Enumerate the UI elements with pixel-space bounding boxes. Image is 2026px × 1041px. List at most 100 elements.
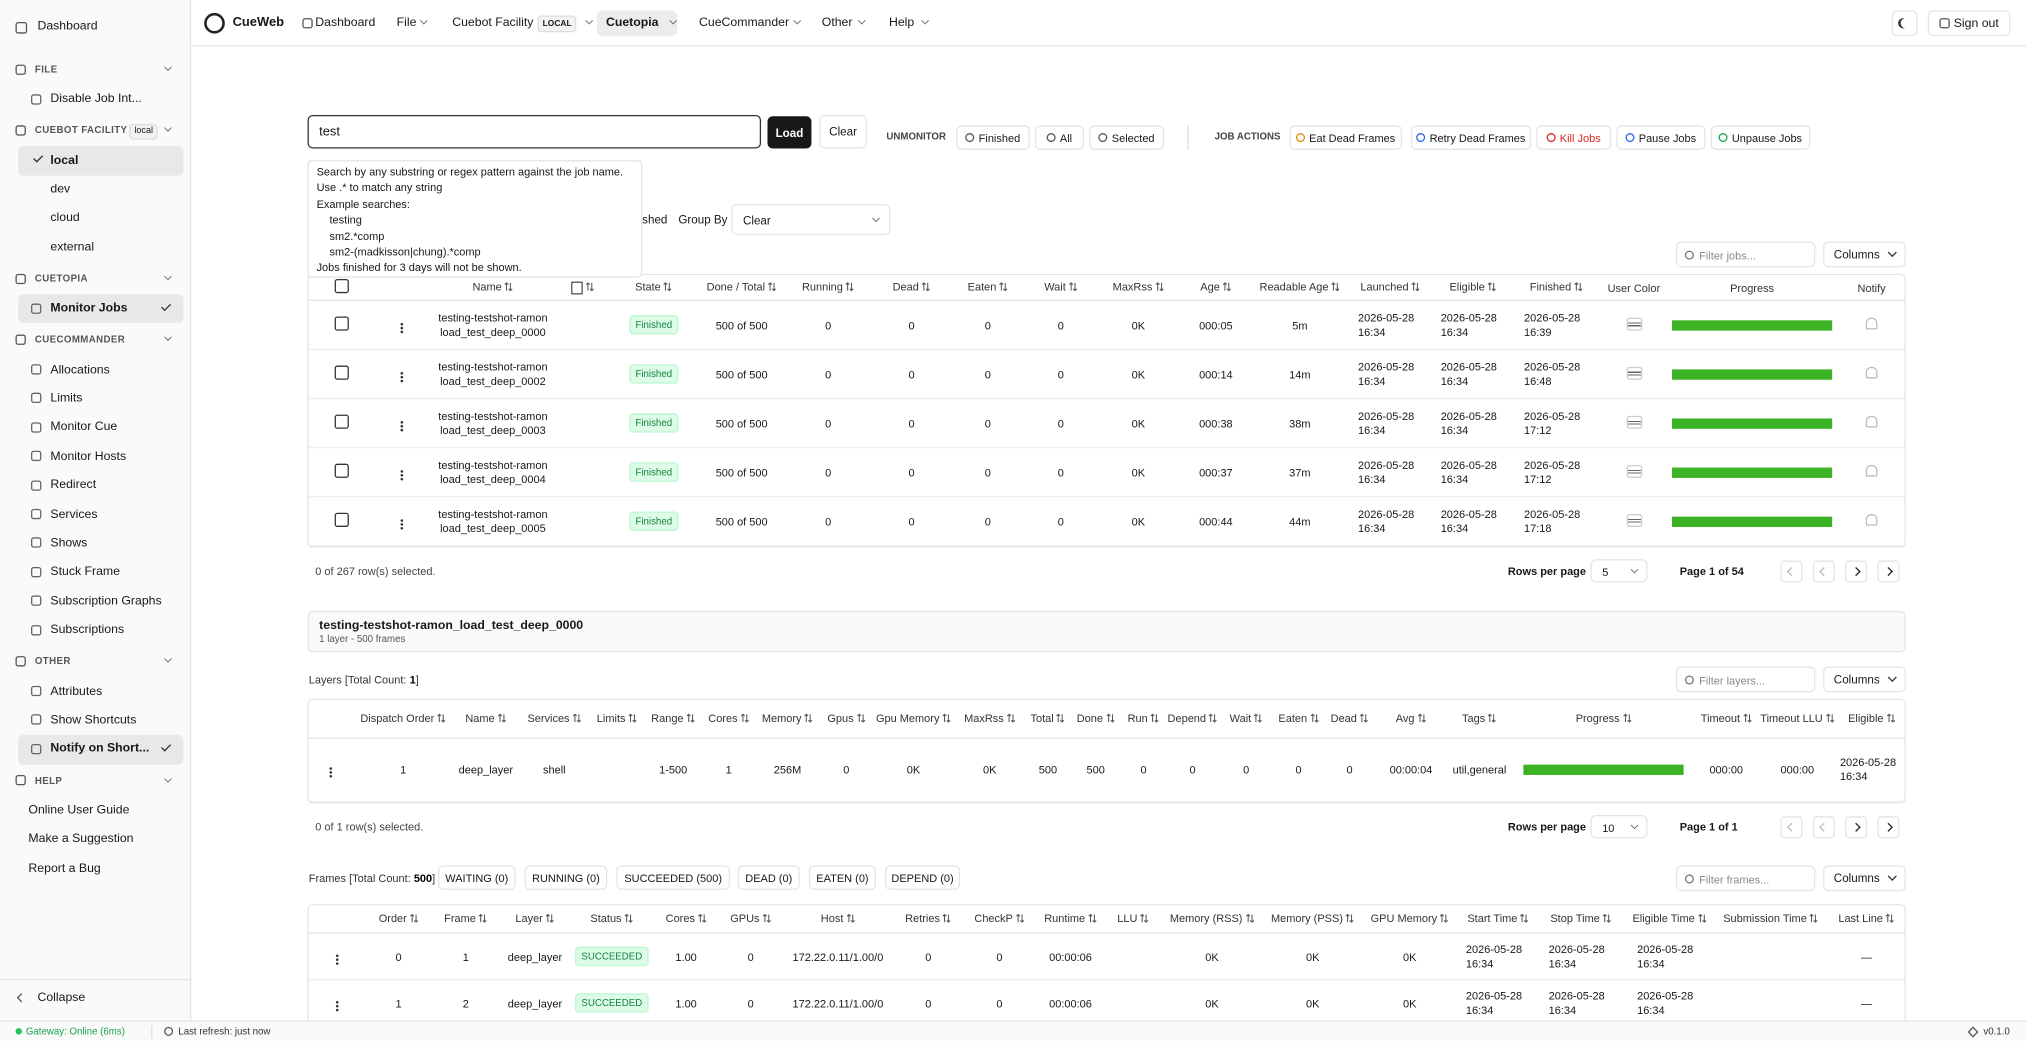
sidebar-item[interactable]: dev bbox=[18, 175, 183, 204]
job-action-button[interactable]: Retry Dead Frames bbox=[1410, 125, 1532, 150]
user-color[interactable] bbox=[1626, 317, 1642, 331]
user-color[interactable] bbox=[1626, 513, 1642, 527]
sidebar-item[interactable]: Redirect bbox=[18, 471, 183, 500]
table-cell: — bbox=[1826, 996, 1905, 1009]
row-menu[interactable] bbox=[335, 1004, 339, 1007]
row-checkbox[interactable] bbox=[334, 316, 349, 331]
columns-button[interactable]: Columns bbox=[1823, 865, 1906, 892]
row-menu[interactable] bbox=[400, 424, 404, 427]
rows-per-page-select[interactable]: 5 bbox=[1590, 559, 1648, 583]
unmonitor-button[interactable]: Finished bbox=[956, 125, 1030, 150]
user-color[interactable] bbox=[1626, 366, 1642, 380]
job-action-button[interactable]: Kill Jobs bbox=[1536, 125, 1612, 150]
cell-text: 0 bbox=[908, 416, 915, 430]
user-color[interactable] bbox=[1626, 415, 1642, 429]
sidebar-item[interactable]: Make a Suggestion bbox=[18, 825, 183, 854]
nav-link[interactable]: Dashboard bbox=[315, 15, 376, 30]
notify-bell[interactable] bbox=[1865, 366, 1878, 379]
pagination-button[interactable] bbox=[1812, 560, 1835, 583]
sidebar-item[interactable]: Notify on Short... bbox=[18, 735, 184, 765]
frame-state-filter[interactable]: DEPEND (0) bbox=[885, 865, 961, 890]
sidebar-item[interactable]: Monitor Hosts bbox=[18, 442, 183, 471]
nav-link[interactable]: File bbox=[396, 15, 417, 30]
row-checkbox[interactable] bbox=[334, 463, 349, 478]
filter-input[interactable]: Filter frames... bbox=[1675, 865, 1816, 892]
pagination-button[interactable] bbox=[1845, 816, 1868, 839]
table-cell: 000:05 bbox=[1180, 318, 1252, 331]
pagination-button[interactable] bbox=[1877, 816, 1900, 839]
theme-toggle[interactable] bbox=[1891, 10, 1918, 37]
filter-input[interactable]: Filter jobs... bbox=[1675, 241, 1816, 268]
nav-link[interactable]: Cuebot Facility bbox=[452, 15, 534, 30]
header-cell: Depend bbox=[1167, 712, 1219, 726]
table-cell: 0 bbox=[820, 763, 872, 776]
sidebar-item[interactable]: Shows bbox=[18, 529, 183, 558]
pagination-button[interactable] bbox=[1780, 816, 1803, 839]
row-menu[interactable] bbox=[400, 375, 404, 378]
row-menu[interactable] bbox=[400, 473, 404, 476]
filter-input[interactable]: Filter layers... bbox=[1675, 666, 1816, 693]
pagination-button[interactable] bbox=[1877, 560, 1900, 583]
sidebar-item[interactable]: Subscription Graphs bbox=[18, 587, 183, 616]
sidebar-item[interactable]: Services bbox=[18, 500, 183, 529]
sidebar-item[interactable]: cloud bbox=[18, 204, 183, 233]
sidebar-item[interactable]: external bbox=[18, 233, 183, 262]
user-color[interactable] bbox=[1626, 464, 1642, 478]
load-button[interactable]: Load bbox=[767, 116, 812, 149]
nav-link[interactable]: Cuetopia bbox=[605, 15, 659, 30]
sidebar-item[interactable]: local bbox=[18, 146, 184, 176]
notify-bell[interactable] bbox=[1865, 317, 1878, 330]
button-label: Pause Jobs bbox=[1638, 131, 1697, 145]
sign-out[interactable]: Sign out bbox=[1927, 10, 2011, 37]
show-finished-label: shed bbox=[642, 213, 668, 227]
pagination-button[interactable] bbox=[1845, 560, 1868, 583]
search-input[interactable]: test bbox=[307, 114, 762, 149]
frame-state-filter[interactable]: WAITING (0) bbox=[438, 865, 516, 890]
sidebar-item[interactable]: Monitor Jobs bbox=[18, 294, 184, 324]
row-checkbox[interactable] bbox=[334, 414, 349, 429]
pagination-button[interactable] bbox=[1812, 816, 1835, 839]
nav-link[interactable]: Help bbox=[888, 15, 915, 30]
sidebar-item[interactable]: Disable Job Int... bbox=[18, 85, 183, 114]
row-menu[interactable] bbox=[400, 522, 404, 526]
sidebar-item[interactable]: Allocations bbox=[18, 356, 183, 385]
frame-state-filter[interactable]: SUCCEEDED (500) bbox=[616, 865, 731, 890]
sidebar-item[interactable]: Limits bbox=[18, 385, 183, 414]
rows-per-page-select[interactable]: 10 bbox=[1590, 814, 1648, 839]
nav-link[interactable]: CueCommander bbox=[699, 15, 790, 30]
sidebar-item[interactable]: Attributes bbox=[18, 677, 183, 706]
notify-bell[interactable] bbox=[1865, 415, 1878, 428]
row-menu[interactable] bbox=[335, 957, 339, 961]
notify-bell[interactable] bbox=[1865, 464, 1878, 477]
unmonitor-button[interactable]: Selected bbox=[1089, 125, 1165, 150]
collapse-button[interactable]: Collapse bbox=[37, 990, 86, 1005]
table-row: testing-testshot-ramon load_test_deep_000… bbox=[308, 497, 1905, 547]
row-checkbox[interactable] bbox=[334, 512, 349, 527]
sidebar-item[interactable]: Show Shortcuts bbox=[18, 706, 183, 735]
row-menu[interactable] bbox=[400, 326, 404, 329]
row-menu[interactable] bbox=[329, 771, 333, 774]
columns-button[interactable]: Columns bbox=[1823, 241, 1906, 268]
sidebar-item[interactable]: Stuck Frame bbox=[18, 558, 183, 587]
clear-button[interactable]: Clear bbox=[819, 114, 867, 149]
nav-link[interactable]: Other bbox=[821, 15, 853, 30]
sidebar-item[interactable]: Monitor Cue bbox=[18, 414, 183, 443]
frame-state-filter[interactable]: EATEN (0) bbox=[808, 865, 877, 890]
sidebar-item[interactable]: Online User Guide bbox=[18, 796, 183, 825]
group-by-select[interactable]: Clear bbox=[731, 204, 891, 236]
pagination-button[interactable] bbox=[1780, 560, 1803, 583]
job-action-button[interactable]: Unpause Jobs bbox=[1710, 125, 1811, 150]
unmonitor-button[interactable]: All bbox=[1034, 125, 1085, 150]
row-checkbox[interactable] bbox=[334, 365, 349, 380]
columns-button[interactable]: Columns bbox=[1823, 666, 1906, 693]
frame-state-filter[interactable]: RUNNING (0) bbox=[524, 865, 608, 890]
sidebar-item[interactable]: Subscriptions bbox=[18, 616, 183, 645]
notify-bell[interactable] bbox=[1865, 514, 1878, 526]
table-cell: 0 bbox=[951, 515, 1025, 528]
row-checkbox[interactable] bbox=[334, 278, 349, 294]
frame-state-filter[interactable]: DEAD (0) bbox=[737, 865, 800, 890]
cell-text: 5m bbox=[1292, 318, 1308, 332]
sidebar-item[interactable]: Report a Bug bbox=[18, 854, 183, 883]
job-action-button[interactable]: Pause Jobs bbox=[1616, 125, 1706, 150]
job-action-button[interactable]: Eat Dead Frames bbox=[1289, 125, 1402, 150]
